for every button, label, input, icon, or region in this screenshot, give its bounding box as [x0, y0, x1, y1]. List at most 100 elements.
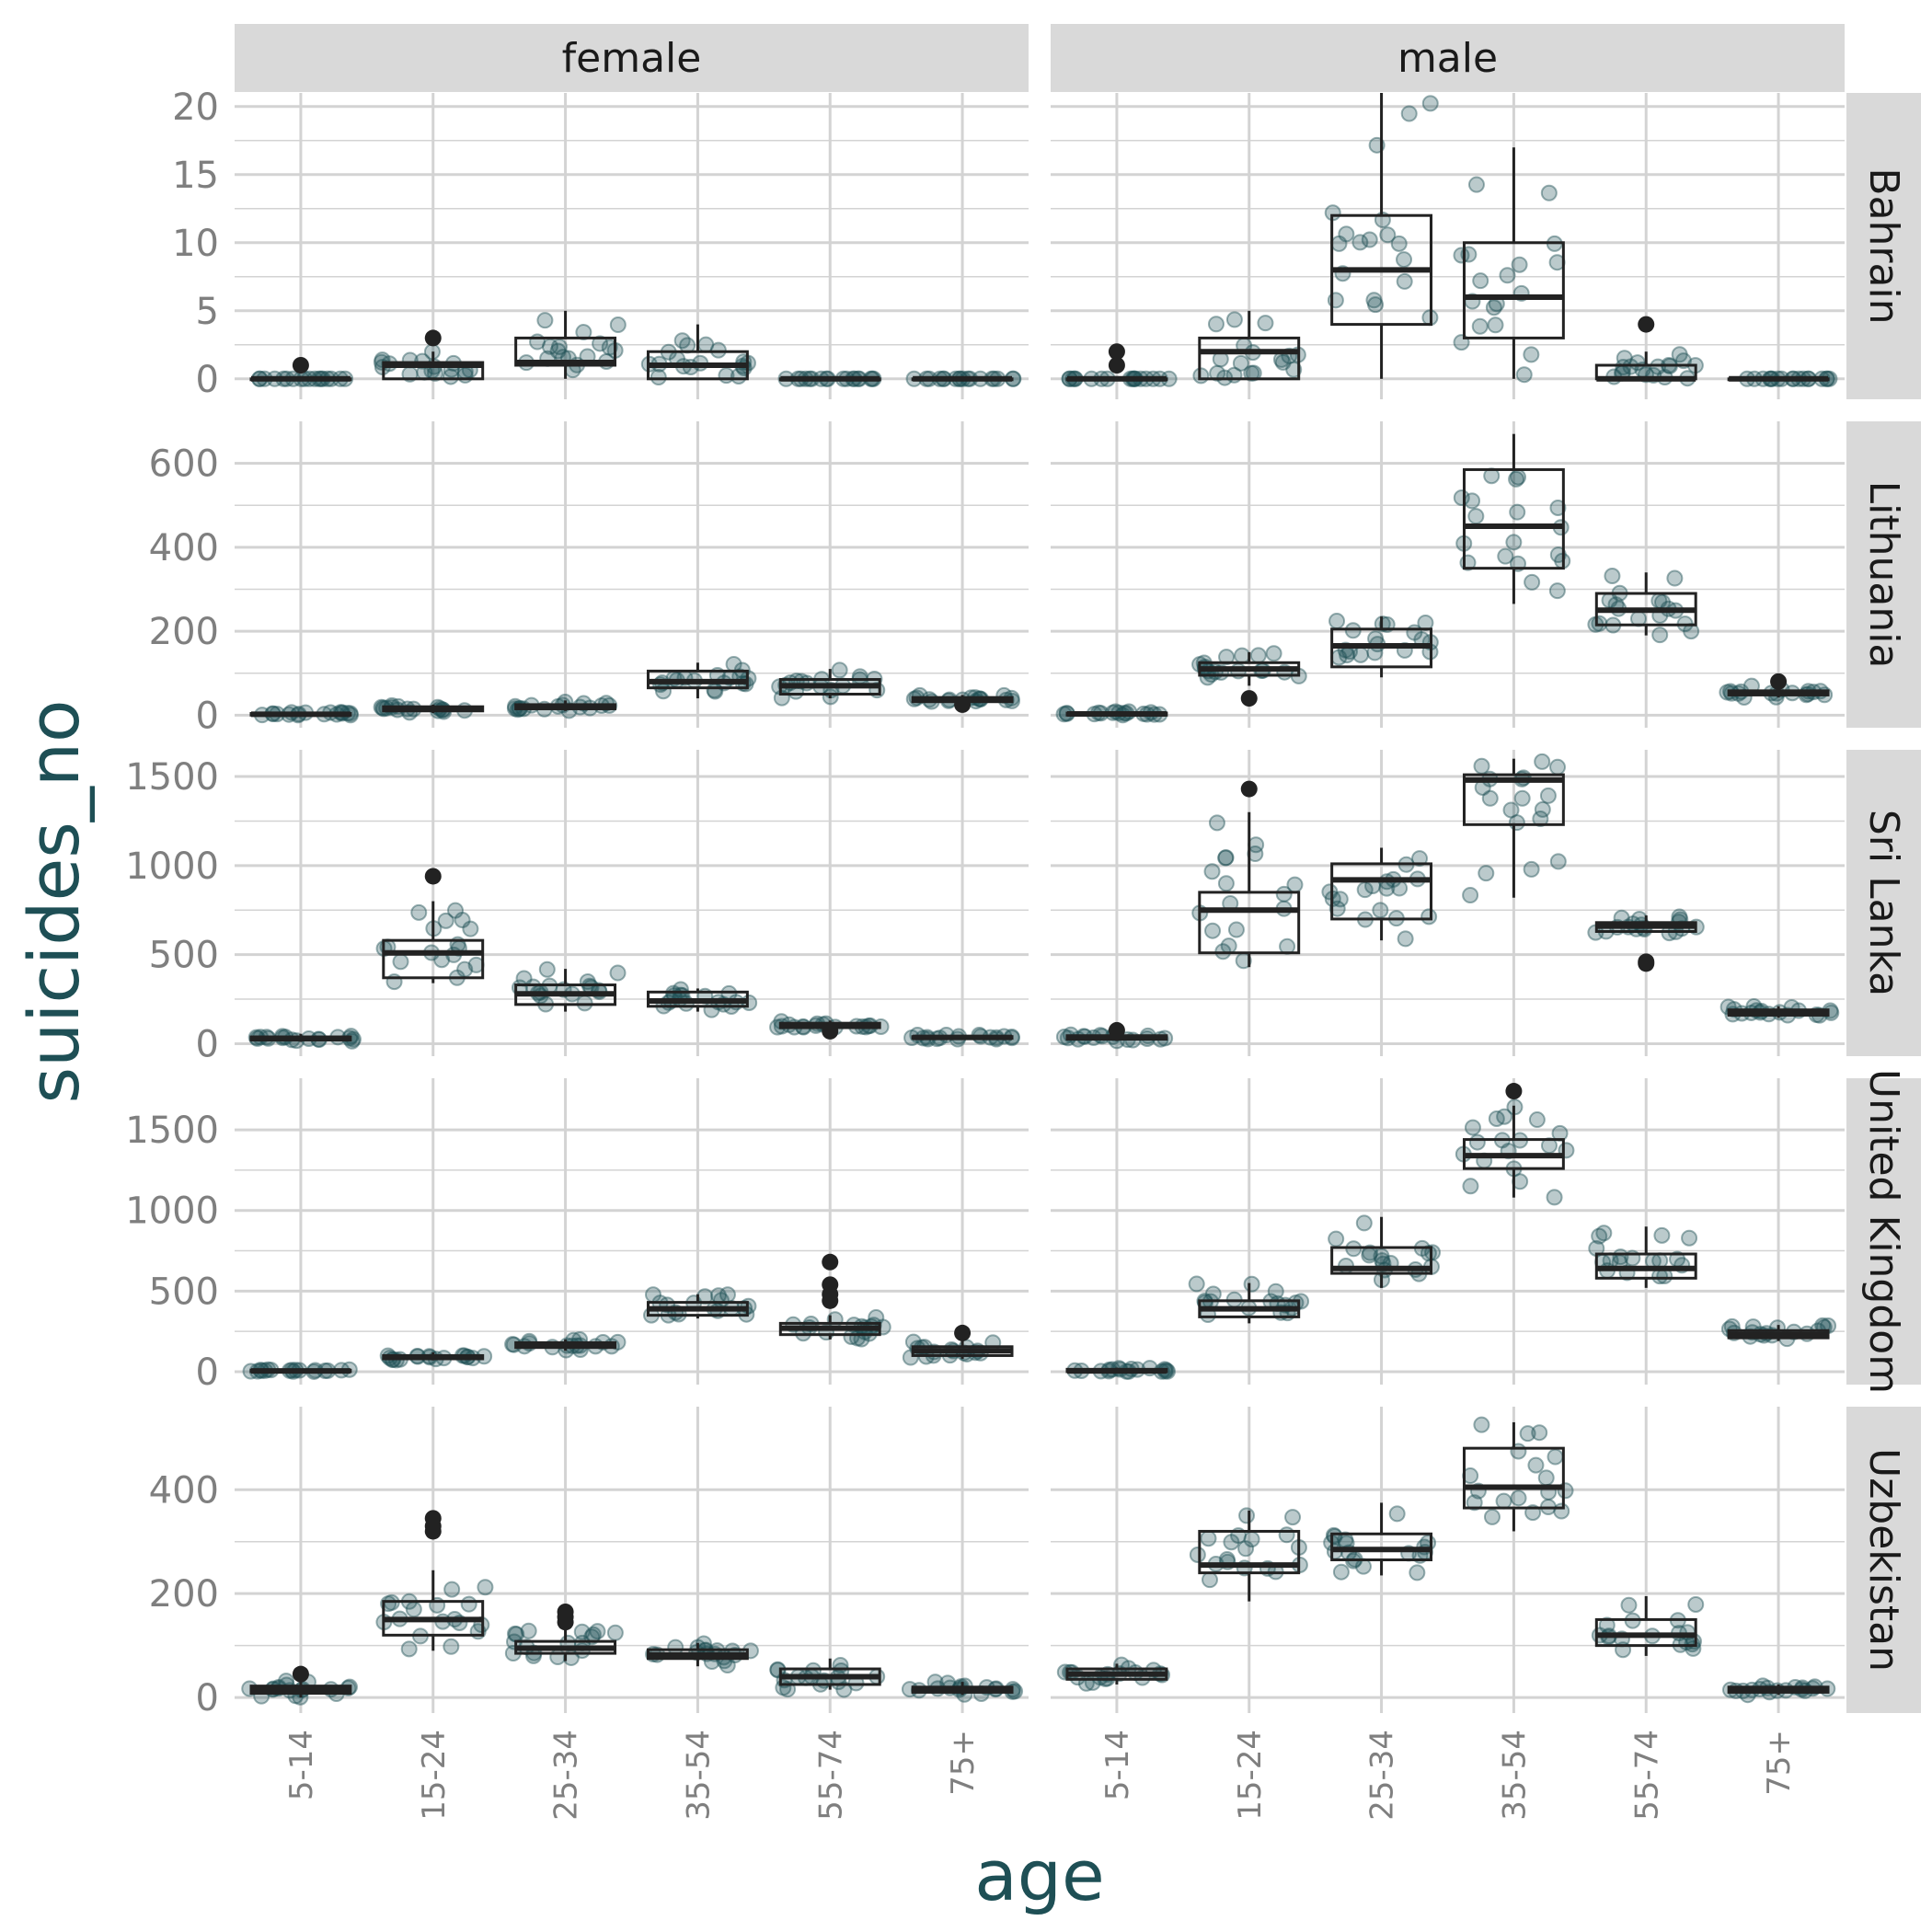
outlier-point	[1638, 316, 1655, 333]
jitter-point	[1406, 624, 1423, 641]
outlier-point	[424, 329, 442, 347]
jitter-point	[1232, 354, 1249, 372]
jitter-point	[1681, 1229, 1698, 1247]
jitter-point	[868, 1309, 885, 1327]
jitter-point	[672, 981, 689, 998]
jitter-point	[400, 1640, 418, 1658]
jitter-point	[520, 1622, 537, 1639]
jitter-point	[579, 973, 596, 991]
column-strip-label: male	[1397, 35, 1498, 82]
jitter-point	[1396, 272, 1413, 290]
row-strip: Uzbekistan	[1846, 1407, 1921, 1713]
jitter-point	[851, 668, 868, 685]
outlier-point	[822, 1022, 839, 1040]
jitter-point	[1524, 573, 1541, 591]
jitter-point	[1203, 863, 1221, 880]
jitter-point	[1321, 883, 1339, 901]
jitter-point	[1238, 1507, 1256, 1524]
jitter-point	[1508, 470, 1525, 488]
y-tick-label: 400	[149, 1469, 219, 1512]
jitter-point	[1487, 316, 1504, 334]
jitter-point	[1372, 902, 1389, 919]
jitter-point	[1615, 359, 1632, 376]
jitter-point	[697, 336, 715, 353]
jitter-point	[1378, 880, 1396, 897]
jitter-point	[1497, 547, 1514, 565]
x-tick-label: 35-54	[1496, 1730, 1533, 1821]
y-tick-label: 200	[149, 611, 219, 653]
outlier-point	[954, 696, 972, 713]
jitter-point	[573, 1623, 591, 1640]
jitter-point	[1488, 1110, 1505, 1127]
jitter-point	[1338, 225, 1355, 243]
x-tick-label: 5-14	[1099, 1730, 1136, 1800]
jitter-point	[1257, 315, 1274, 332]
y-tick-label: 10	[172, 223, 219, 265]
y-tick-label: 1000	[125, 845, 219, 888]
jitter-point	[462, 920, 479, 937]
outlier-point	[1770, 673, 1788, 690]
jitter-point	[1650, 592, 1668, 609]
jitter-point	[454, 912, 471, 929]
jitter-point	[442, 368, 459, 385]
jitter-point	[1601, 592, 1618, 609]
jitter-point	[1367, 296, 1385, 314]
box	[1462, 467, 1565, 570]
jitter-point	[1200, 1530, 1217, 1547]
row-strip-bg	[1846, 1078, 1921, 1385]
jitter-point	[1684, 1636, 1701, 1653]
jitter-point	[1549, 853, 1567, 870]
y-tick-label: 0	[196, 1677, 219, 1719]
jitter-point	[1510, 468, 1527, 486]
jitter-point	[1362, 1244, 1379, 1261]
jitter-point	[1234, 647, 1251, 664]
outlier-point	[424, 1510, 442, 1527]
panel-female-1: 0 200 400 600	[149, 421, 1029, 737]
jitter-point	[1217, 849, 1235, 867]
jitter-point	[443, 1581, 461, 1598]
jitter-point	[1284, 1509, 1302, 1526]
jitter-point	[1499, 267, 1516, 284]
jitter-point	[835, 1681, 853, 1698]
outlier-point	[557, 1603, 574, 1620]
outlier-point	[292, 1665, 309, 1683]
jitter-point	[601, 339, 618, 356]
jitter-point	[1595, 1225, 1613, 1242]
y-tick-label: 1500	[125, 756, 219, 799]
jitter-point	[1245, 364, 1262, 382]
jitter-point	[1207, 316, 1225, 333]
panel-male-1	[1051, 421, 1845, 728]
row-strip: Lithuania	[1846, 421, 1921, 728]
jitter-point	[575, 324, 592, 341]
jitter-point	[1534, 800, 1551, 818]
jitter-point	[1515, 366, 1533, 384]
jitter-point	[1249, 647, 1267, 664]
box	[1198, 1529, 1301, 1575]
jitter-point	[609, 964, 627, 982]
jitter-point	[1478, 865, 1495, 882]
column-strip: male	[1051, 24, 1845, 92]
jitter-point	[606, 1624, 624, 1641]
y-tick-label: 1500	[125, 1110, 219, 1152]
jitter-point	[673, 332, 691, 350]
jitter-point	[1485, 299, 1502, 316]
row-strip-label: United Kingdom	[1860, 1069, 1907, 1394]
jitter-point	[709, 341, 727, 359]
jitter-point	[1218, 649, 1236, 666]
jitter-point	[1237, 1540, 1255, 1558]
panel-female-0: 0 5 10 15 20	[172, 86, 1029, 401]
jitter-point	[1397, 930, 1414, 948]
jitter-point	[1505, 534, 1523, 551]
jitter-point	[1496, 1108, 1513, 1125]
jitter-point	[1687, 1595, 1705, 1613]
row-strip-label: Lithuania	[1860, 481, 1907, 669]
jitter-point	[1548, 582, 1566, 600]
jitter-point	[1351, 646, 1369, 663]
jitter-point	[1467, 176, 1485, 193]
jitter-point	[1192, 367, 1210, 385]
jitter-point	[1225, 366, 1243, 384]
jitter-point	[1420, 908, 1438, 926]
jitter-point	[549, 342, 567, 360]
jitter-point	[1274, 353, 1292, 371]
jitter-point	[1591, 1227, 1608, 1245]
